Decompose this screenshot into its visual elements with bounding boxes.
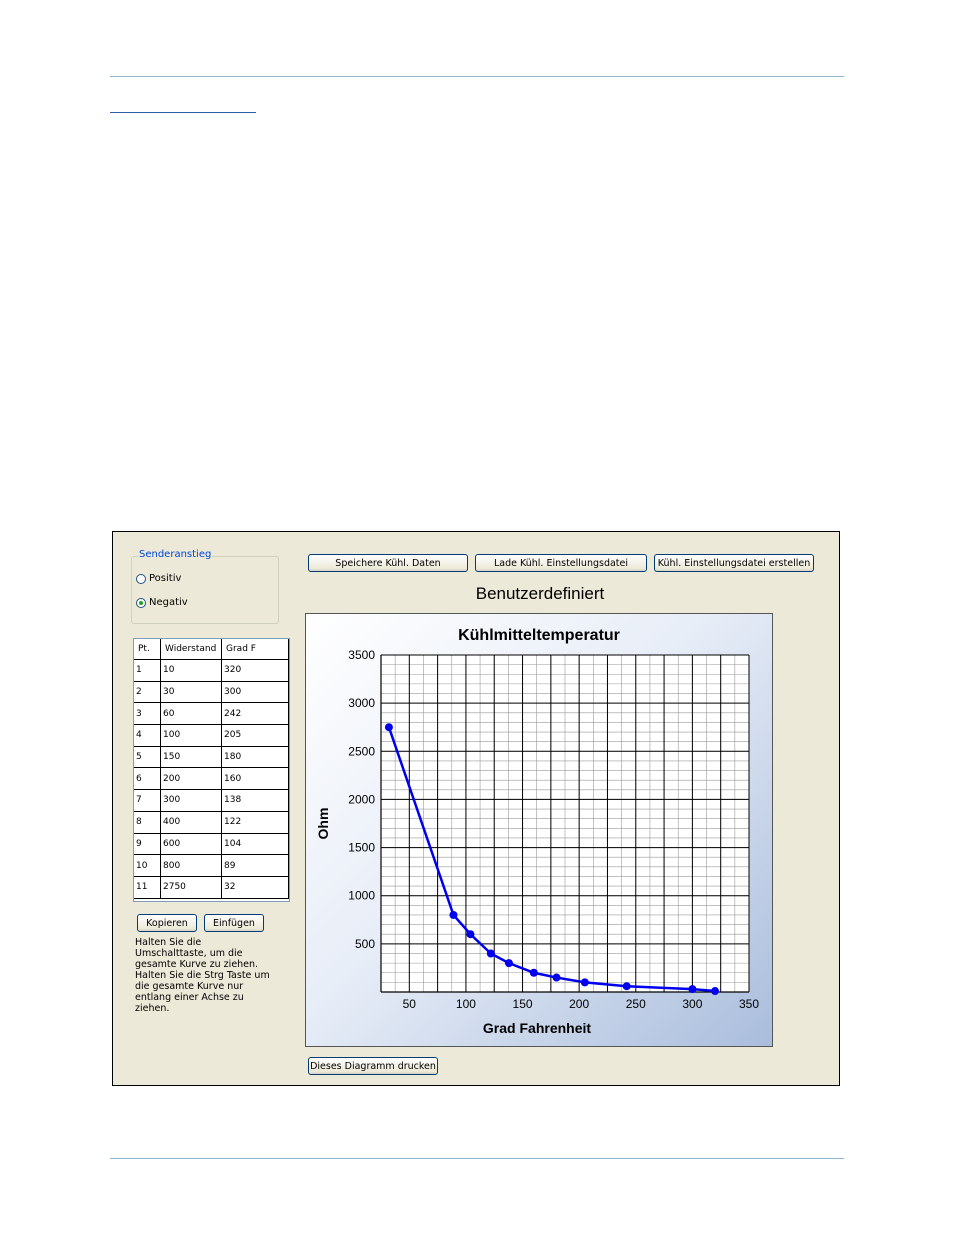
degree-cell[interactable]: 242 (221, 702, 289, 726)
column-header-degree: Grad F (221, 639, 289, 660)
data-point (504, 959, 513, 968)
table-row[interactable]: 4 100 205 (134, 724, 289, 747)
point-cell: 2 (134, 680, 161, 704)
degree-cell[interactable]: 205 (221, 724, 289, 747)
radio-negative-label: Negativ (149, 597, 188, 608)
degree-cell[interactable]: 160 (221, 767, 289, 791)
save-coolant-data-button[interactable]: Speichere Kühl. Daten (308, 554, 468, 572)
table-row[interactable]: 3 60 242 (134, 702, 289, 726)
degree-cell[interactable]: 300 (221, 680, 289, 704)
copy-button[interactable]: Kopieren (137, 914, 197, 932)
column-header-resistance: Widerstand (160, 639, 222, 660)
point-cell: 7 (134, 789, 161, 812)
data-point (622, 982, 631, 991)
create-coolant-settings-button[interactable]: Kühl. Einstellungsdatei erstellen (654, 554, 814, 572)
degree-cell[interactable]: 320 (221, 659, 289, 682)
degree-cell[interactable]: 32 (221, 875, 289, 899)
x-tick-label: 300 (682, 997, 702, 1011)
point-cell: 5 (134, 745, 161, 769)
table-row[interactable]: 2 30 300 (134, 680, 289, 704)
chart-panel[interactable]: 50 100 150 200 250 300 350 500 1000 1500 2000 2500 3… (305, 613, 773, 1047)
point-cell: 9 (134, 832, 161, 856)
data-point (580, 978, 589, 987)
resistance-cell[interactable]: 100 (160, 724, 222, 747)
resistance-cell[interactable]: 800 (160, 854, 222, 877)
point-cell: 1 (134, 659, 161, 682)
point-cell: 11 (134, 875, 161, 899)
table-row[interactable]: 6 200 160 (134, 767, 289, 791)
point-cell: 6 (134, 767, 161, 791)
x-axis-label: Grad Fahrenheit (483, 1020, 591, 1036)
sender-slope-label: Senderanstieg (138, 549, 213, 560)
radio-positive-label: Positiv (149, 573, 182, 584)
resistance-cell[interactable]: 2750 (160, 875, 222, 899)
data-point (449, 910, 458, 919)
data-point (466, 930, 475, 939)
resistance-cell[interactable]: 150 (160, 745, 222, 769)
x-tick-label: 100 (456, 997, 476, 1011)
point-cell: 3 (134, 702, 161, 726)
radio-negative[interactable]: Negativ (136, 597, 188, 608)
x-tick-label: 150 (513, 997, 533, 1011)
table-row[interactable]: 9 600 104 (134, 832, 289, 856)
radio-positive[interactable]: Positiv (136, 573, 181, 584)
resistance-cell[interactable]: 400 (160, 810, 222, 834)
point-cell: 4 (134, 724, 161, 747)
x-tick-label: 250 (626, 997, 646, 1011)
coolant-settings-window: Senderanstieg Positiv Negativ Pt. Widers… (112, 531, 840, 1086)
table-header-row: Pt. Widerstand Grad F (134, 639, 289, 660)
table-row[interactable]: 5 150 180 (134, 745, 289, 769)
resistance-cell[interactable]: 300 (160, 789, 222, 812)
degree-cell[interactable]: 122 (221, 810, 289, 834)
y-tick-label: 2500 (348, 744, 375, 758)
resistance-cell[interactable]: 30 (160, 680, 222, 704)
degree-cell[interactable]: 138 (221, 789, 289, 812)
sender-slope-group: Senderanstieg Positiv Negativ (131, 549, 279, 624)
drag-help-text: Halten Sie die Umschalttaste, um die ges… (135, 937, 270, 1014)
radio-positive-circle[interactable] (136, 573, 146, 584)
y-tick-label: 1000 (348, 889, 375, 903)
data-point (711, 987, 720, 996)
link-underline (110, 112, 256, 113)
data-point (529, 968, 538, 977)
header-rule (110, 76, 844, 77)
point-cell: 10 (134, 854, 161, 877)
degree-cell[interactable]: 180 (221, 745, 289, 769)
table-row[interactable]: 8 400 122 (134, 810, 289, 834)
resistance-cell[interactable]: 10 (160, 659, 222, 682)
curve-type-heading: Benutzerdefiniert (475, 584, 605, 603)
load-coolant-settings-button[interactable]: Lade Kühl. Einstellungsdatei (475, 554, 647, 572)
resistance-cell[interactable]: 200 (160, 767, 222, 791)
point-cell: 8 (134, 810, 161, 834)
y-tick-label: 2000 (348, 792, 375, 806)
x-tick-label: 350 (739, 997, 759, 1011)
y-tick-label: 1500 (348, 841, 375, 855)
x-tick-label: 50 (403, 997, 417, 1011)
footer-rule (110, 1158, 844, 1159)
y-axis-label: Ohm (315, 808, 331, 840)
table-row[interactable]: 1 10 320 (134, 659, 289, 682)
data-point (688, 985, 697, 994)
y-tick-label: 3000 (348, 696, 375, 710)
degree-cell[interactable]: 104 (221, 832, 289, 856)
y-tick-label: 500 (355, 937, 375, 951)
data-point (552, 973, 561, 982)
x-tick-label: 200 (569, 997, 589, 1011)
column-header-point: Pt. (134, 639, 161, 660)
paste-button[interactable]: Einfügen (204, 914, 264, 932)
radio-negative-circle[interactable] (136, 597, 146, 608)
curve-points-table: Pt. Widerstand Grad F 1 10 320 2 30 300 3 60 242… (133, 638, 290, 902)
table-row[interactable]: 7 300 138 (134, 789, 289, 812)
table-row[interactable]: 11 2750 32 (134, 875, 289, 899)
table-row[interactable]: 10 800 89 (134, 854, 289, 877)
resistance-cell[interactable]: 60 (160, 702, 222, 726)
chart-title: Kühlmitteltemperatur (458, 627, 620, 644)
resistance-cell[interactable]: 600 (160, 832, 222, 856)
coolant-temperature-chart[interactable]: 50 100 150 200 250 300 350 500 1000 1500 2000 2500 3… (306, 614, 772, 1046)
y-tick-label: 3500 (348, 648, 375, 662)
data-point (384, 723, 393, 732)
degree-cell[interactable]: 89 (221, 854, 289, 877)
print-chart-button[interactable]: Dieses Diagramm drucken (308, 1057, 438, 1075)
data-point (486, 949, 495, 958)
